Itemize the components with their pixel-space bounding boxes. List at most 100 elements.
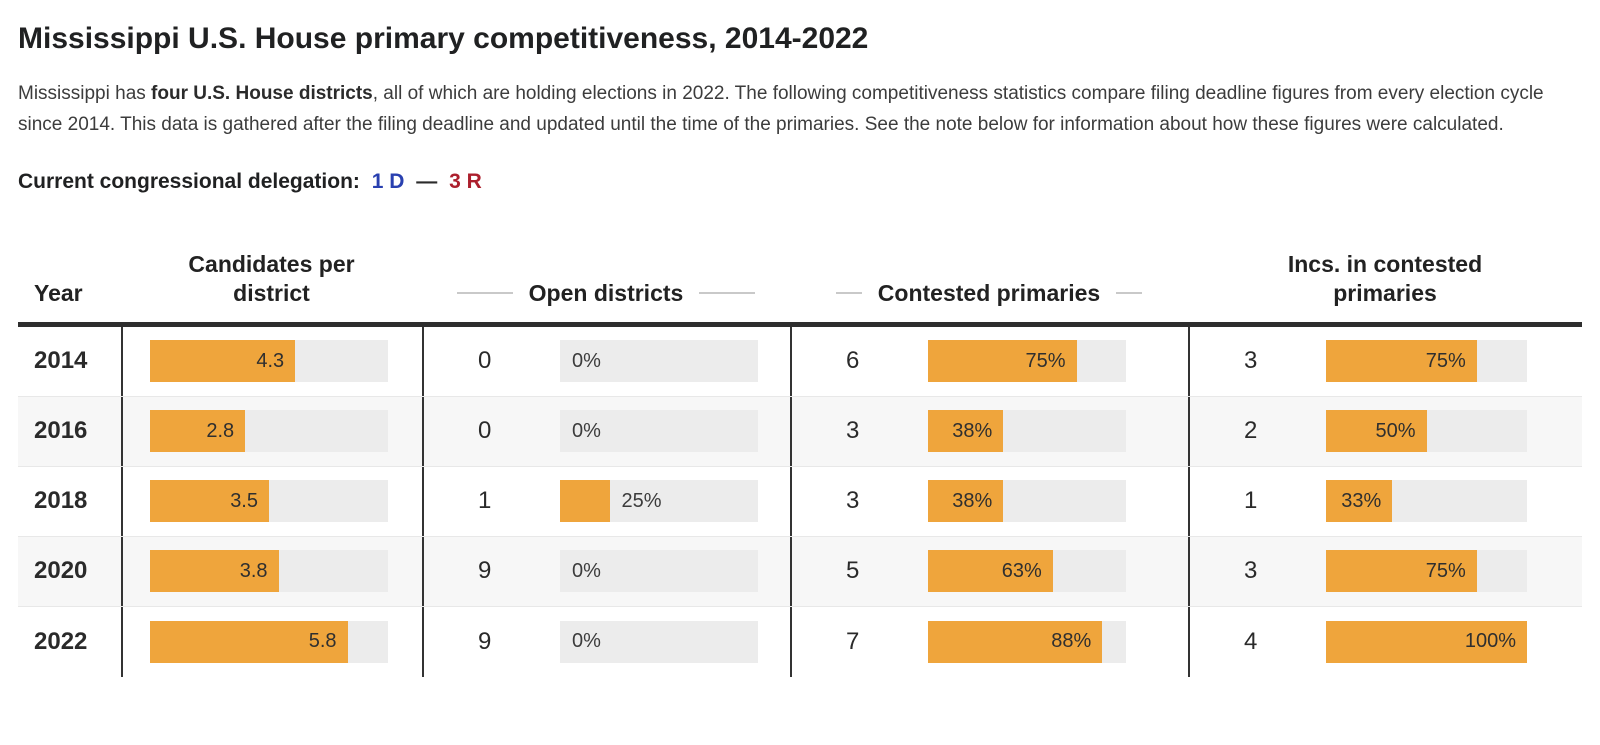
candidates-cell: 5.8 [121,606,422,677]
incumbents-cell: 2 50% [1188,396,1582,466]
contested-bar-fill: 38% [928,480,1004,523]
table-body: 2014 4.3 0 0% 6 75% 3 75% 2016 2.8 0 0% 3 38% 2 50% 2018… [18,326,1582,677]
contested-cell: 5 63% [790,536,1188,606]
incumbents-bar-label: 75% [1425,559,1466,582]
open-bar-track: 0% [560,550,758,593]
candidates-bar-track: 2.8 [150,410,388,453]
contested-cell: 7 88% [790,606,1188,677]
contested-bar-label: 38% [952,419,993,442]
open-count: 0 [478,347,492,375]
open-cell: 0 0% [422,326,790,396]
table-header-row: Year Candidates per district Open distri… [18,232,1582,327]
open-bar-label: 0% [572,419,601,442]
incumbents-bar-label: 75% [1425,349,1466,372]
contested-bar-track: 63% [928,550,1126,593]
contested-bar-fill: 88% [928,620,1103,663]
col-header-open-districts: Open districts [422,279,790,308]
candidates-bar-label: 3.5 [230,489,258,512]
incumbents-bar-label: 50% [1375,419,1416,442]
candidates-bar-label: 5.8 [308,630,337,653]
incumbents-bar-label: 100% [1464,630,1516,653]
header-dash-left [456,292,513,295]
incumbents-bar-track: 75% [1326,550,1527,593]
contested-bar-label: 75% [1025,349,1066,372]
open-bar-track: 25% [560,480,758,523]
col-header-candidates-per-district: Candidates per district [121,250,422,308]
contested-cell: 6 75% [790,326,1188,396]
contested-count: 3 [846,487,860,515]
intro-paragraph: Mississippi has four U.S. House district… [18,78,1548,140]
contested-count: 5 [846,557,860,585]
contested-bar-track: 38% [928,480,1126,523]
col-header-candidates-label: Candidates per district [188,251,355,306]
contested-bar-track: 88% [928,620,1126,663]
col-header-incs-in-contested: Incs. in contested primaries [1188,250,1582,308]
candidates-cell: 2.8 [121,396,422,466]
candidates-bar-track: 5.8 [150,620,388,663]
incumbents-bar-fill: 100% [1326,620,1527,663]
header-dash-right [1116,292,1143,295]
open-bar-label: 0% [572,349,601,372]
col-header-incs-label: Incs. in contested primaries [1287,251,1483,306]
table-row: 2022 5.8 9 0% 7 88% 4 100% [18,606,1582,677]
delegation-republican-count: 3 R [449,170,482,193]
open-count: 9 [478,627,492,655]
delegation-label: Current congressional delegation: [18,170,360,193]
candidates-bar-track: 3.5 [150,480,388,523]
incumbents-count: 3 [1244,557,1258,585]
open-bar-track: 0% [560,340,758,383]
incumbents-cell: 3 75% [1188,326,1582,396]
incumbents-count: 1 [1244,487,1258,515]
candidates-bar-track: 3.8 [150,550,388,593]
contested-cell: 3 38% [790,466,1188,536]
open-bar-label: 0% [572,559,601,582]
contested-bar-fill: 75% [928,340,1077,383]
table-row: 2020 3.8 9 0% 5 63% 3 75% [18,536,1582,607]
page-title: Mississippi U.S. House primary competiti… [18,22,869,55]
open-bar-label: 25% [621,489,662,512]
header-dash-right [699,292,756,295]
candidates-bar-fill: 3.5 [150,480,269,523]
candidates-bar-fill: 5.8 [150,620,348,663]
incumbents-count: 3 [1244,347,1258,375]
candidates-cell: 4.3 [121,326,422,396]
contested-bar-label: 38% [952,489,993,512]
candidates-bar-fill: 2.8 [150,410,246,453]
intro-text-post: , all of which are holding elections in … [18,83,1544,135]
year-cell: 2014 [34,347,88,375]
col-header-open-label: Open districts [528,279,684,306]
contested-bar-fill: 38% [928,410,1004,453]
contested-bar-label: 88% [1051,630,1092,653]
candidates-bar-fill: 4.3 [150,340,296,383]
year-cell: 2020 [34,557,88,585]
contested-bar-fill: 63% [928,550,1053,593]
incumbents-count: 4 [1244,627,1258,655]
incumbents-cell: 1 33% [1188,466,1582,536]
col-header-year: Year [34,279,83,306]
competitiveness-table: Year Candidates per district Open distri… [18,232,1582,677]
open-count: 9 [478,557,492,585]
contested-bar-track: 75% [928,340,1126,383]
open-cell: 0 0% [422,396,790,466]
contested-bar-track: 38% [928,410,1126,453]
intro-text-pre: Mississippi has [18,83,152,104]
open-cell: 9 0% [422,606,790,677]
delegation-democrat-count: 1 D [371,170,405,193]
candidates-bar-label: 3.8 [239,559,268,582]
candidates-bar-label: 2.8 [206,419,235,442]
delegation-dash: — [416,170,438,193]
open-cell: 1 25% [422,466,790,536]
table-row: 2018 3.5 1 25% 3 38% 1 33% [18,466,1582,537]
col-header-contested-label: Contested primaries [877,279,1101,306]
candidates-bar-fill: 3.8 [150,550,279,593]
incumbents-bar-fill: 50% [1326,410,1427,453]
table-row: 2014 4.3 0 0% 6 75% 3 75% [18,326,1582,397]
incumbents-bar-fill: 75% [1326,340,1477,383]
contested-count: 6 [846,347,860,375]
contested-bar-label: 63% [1001,559,1042,582]
incumbents-bar-track: 100% [1326,620,1527,663]
col-header-contested-primaries: Contested primaries [790,279,1188,308]
contested-cell: 3 38% [790,396,1188,466]
incumbents-bar-track: 33% [1326,480,1527,523]
incumbents-bar-fill: 33% [1326,480,1393,523]
